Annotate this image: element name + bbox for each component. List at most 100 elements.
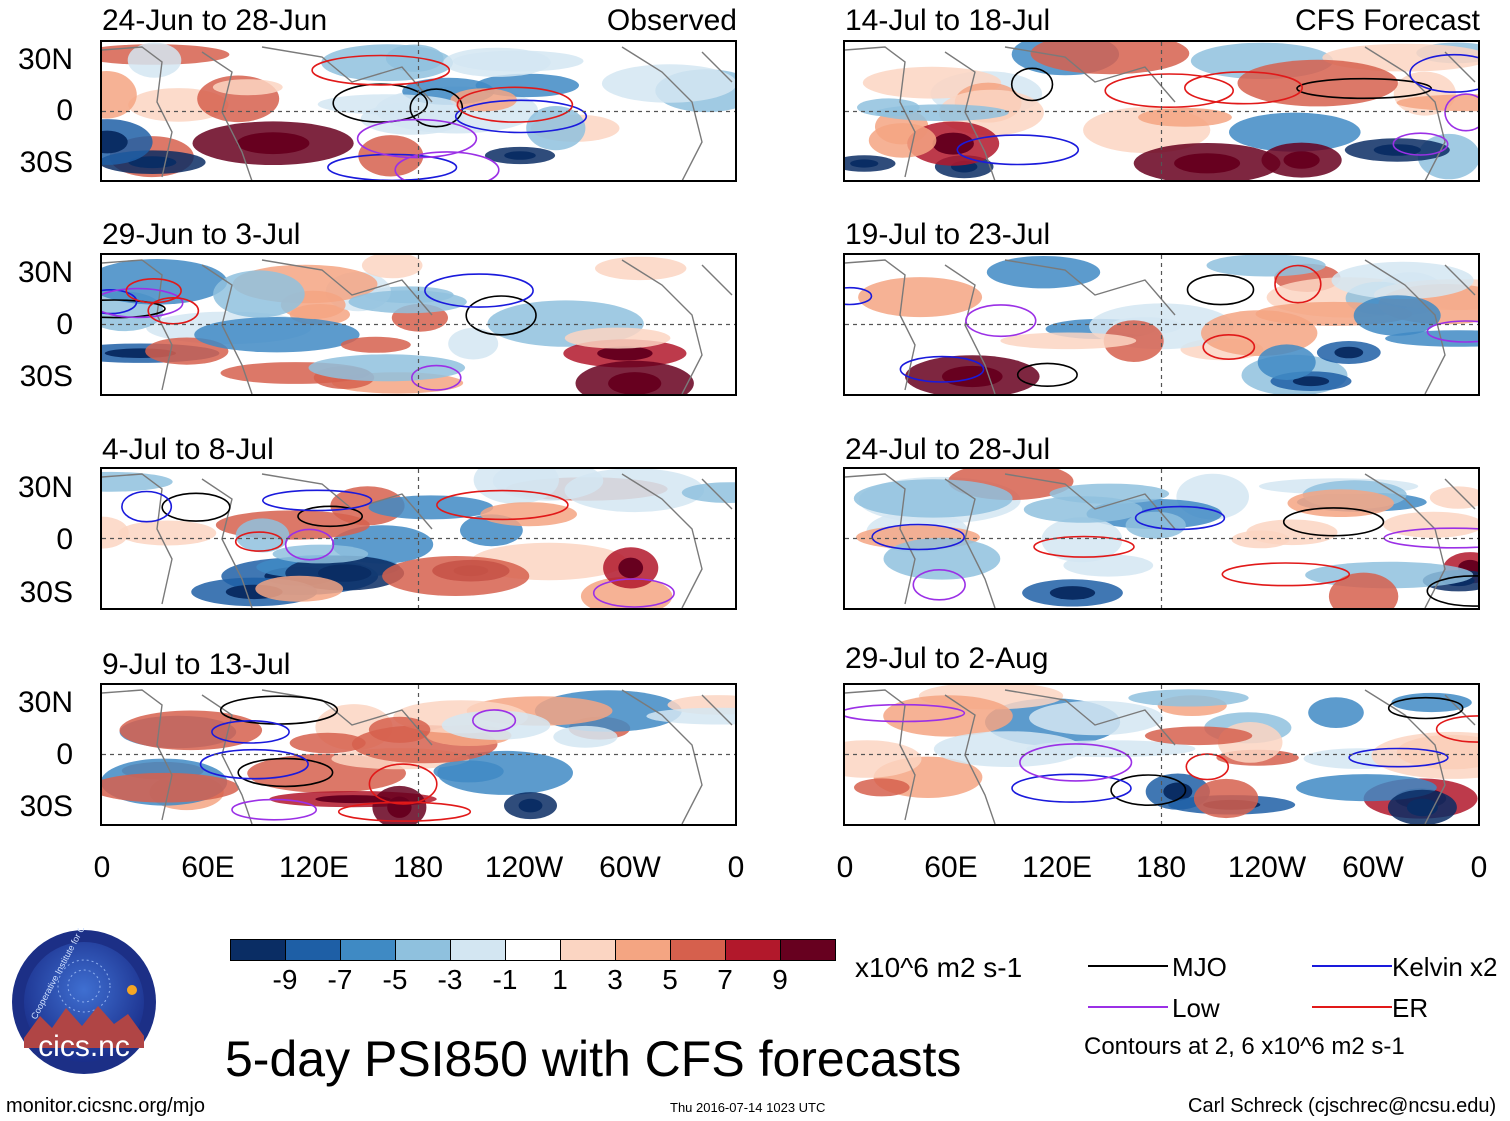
contour-er [1183, 71, 1303, 105]
anomaly-region [1029, 700, 1164, 736]
coastline [621, 46, 703, 180]
contour-kelvin-x2 [1409, 53, 1478, 93]
anomaly-region [595, 256, 687, 281]
anomaly-core [618, 557, 644, 579]
anomaly-region [1237, 59, 1398, 107]
contour-kelvin-x2 [424, 273, 534, 308]
lat-label-30n: 30N [17, 256, 73, 289]
contour-er [1033, 535, 1135, 558]
heatmap-panel [100, 683, 737, 826]
lon-label: 60W [1342, 851, 1404, 884]
contour-mjo [1016, 362, 1078, 388]
anomaly-region [1353, 295, 1441, 336]
panel-title-6: 19-Jul to 23-Jul [845, 218, 1051, 251]
lat-label-eq: 0 [56, 523, 73, 556]
coastline [1004, 259, 1176, 316]
anomaly-region [348, 290, 467, 314]
colorbar-tick-label: 7 [717, 964, 733, 995]
legend-label-low: Low [1172, 993, 1220, 1023]
heatmap-svg [845, 255, 1478, 394]
contour-mjo [161, 492, 231, 522]
contour-low [1426, 320, 1478, 343]
heatmap-svg [102, 42, 735, 180]
anomaly-region [1287, 489, 1394, 517]
anomaly-region [1231, 530, 1290, 549]
colorbar-tick-label: -7 [327, 964, 353, 995]
anomaly-region [385, 44, 444, 72]
footer-author: Carl Schreck (cjschrec@ncsu.edu) [1188, 1095, 1497, 1117]
lat-label-30s: 30S [19, 576, 73, 609]
contour-er [234, 531, 284, 552]
lon-label: 180 [392, 851, 444, 884]
lon-label: 120E [278, 851, 350, 884]
anomaly-region [102, 516, 129, 549]
lon-label: 0 [727, 851, 745, 884]
colorbar-swatch [670, 939, 726, 961]
anomaly-region [492, 469, 604, 501]
lat-label-30n: 30N [17, 686, 73, 719]
contour-low [1444, 93, 1478, 132]
coastline [102, 689, 173, 821]
contour-er [456, 86, 574, 123]
contour-mjo [1282, 507, 1385, 537]
anomaly-region [857, 98, 920, 117]
coastline [845, 46, 916, 178]
panel-title-4: 9-Jul to 13-Jul [102, 648, 291, 681]
anomaly-region [601, 64, 735, 103]
contour-mjo [1010, 67, 1054, 102]
anomaly-region [102, 71, 137, 119]
footer-timestamp: Thu 2016-07-14 1023 UTC [670, 1100, 826, 1115]
anomaly-region [127, 42, 182, 78]
anomaly-region [1396, 94, 1478, 112]
anomaly-region [1023, 496, 1143, 523]
lat-label-30s: 30S [19, 360, 73, 393]
anomaly-region [340, 336, 411, 353]
anomaly-core [932, 132, 974, 155]
anomaly-region [368, 495, 494, 520]
anomaly-region [118, 520, 217, 546]
lat-label-30s: 30S [19, 146, 73, 179]
contour-mjo [409, 88, 464, 128]
anomaly-region [441, 710, 551, 740]
anomaly-core [1049, 586, 1096, 600]
coastline [1004, 473, 1176, 530]
contour-mjo [465, 295, 537, 336]
coastline [621, 689, 703, 824]
anomaly-region [368, 716, 431, 743]
anomaly-core [518, 798, 543, 813]
contour-er [147, 296, 200, 325]
panel-title-2: 29-Jun to 3-Jul [102, 218, 301, 251]
coastline [701, 478, 733, 510]
contour-kelvin-x2 [261, 489, 373, 512]
contour-note: Contours at 2, 6 x10^6 m2 s-1 [1084, 1033, 1405, 1060]
lon-label: 60E [924, 851, 978, 884]
anomaly-region [553, 725, 618, 748]
anomaly-region [580, 576, 673, 608]
contour-kelvin-x2 [327, 153, 458, 180]
anomaly-region [1041, 517, 1123, 563]
contour-low [965, 304, 1037, 338]
contour-mjo [1110, 774, 1187, 807]
anomaly-region [883, 695, 1013, 737]
contour-low [592, 578, 675, 608]
lat-label-eq: 0 [56, 738, 73, 771]
anomaly-region [212, 79, 283, 96]
lon-label: 120E [1021, 851, 1093, 884]
heatmap-panel [843, 467, 1480, 610]
contour-mjo [1387, 696, 1464, 720]
contour-er [1435, 715, 1478, 743]
anomaly-region [102, 259, 228, 305]
contour-mjo [297, 505, 363, 528]
contour-kelvin-x2 [1011, 773, 1132, 803]
anomaly-region [450, 88, 517, 112]
lon-label: 120W [1227, 851, 1307, 884]
anomaly-core [942, 365, 1003, 388]
forecast-label: CFS Forecast [1294, 4, 1480, 37]
anomaly-region [433, 760, 504, 783]
contour-er [337, 801, 472, 822]
coastline [845, 473, 916, 605]
anomaly-region [361, 255, 423, 279]
logo-text: cics.nc [38, 1030, 130, 1063]
contour-kelvin-x2 [454, 99, 588, 134]
units-label: x10^6 m2 s-1 [855, 952, 1023, 983]
